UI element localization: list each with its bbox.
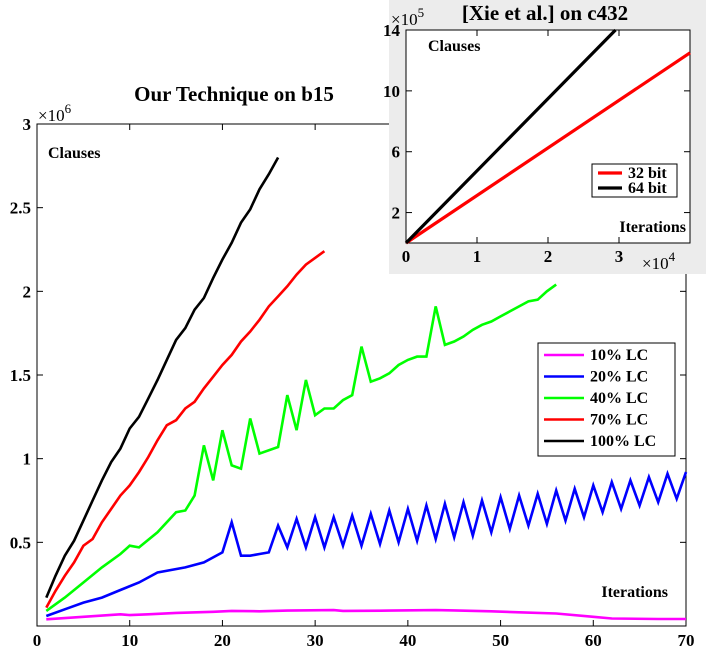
main-y-multiplier: ×106 <box>38 101 72 125</box>
main-x-tick-label: 70 <box>678 631 695 648</box>
main-legend: 10% LC 20% LC 40% LC 70% LC 100% LC <box>537 342 676 457</box>
inset-y-multiplier-exp: 5 <box>418 5 425 20</box>
main-x-axis-label: Iterations <box>601 584 668 601</box>
main-x-tick-label: 10 <box>121 631 138 648</box>
main-legend-label-3: 70% LC <box>590 412 648 429</box>
main-chart-title: Our Technique on b15 <box>134 82 334 106</box>
main-legend-box <box>537 342 676 457</box>
inset-x-axis-label: Iterations <box>619 219 686 236</box>
main-x-tick-label: 40 <box>399 631 416 648</box>
inset-plot-frame <box>405 29 691 244</box>
inset-axis-ticks: 0 1 2 3 2 6 10 14 <box>383 21 690 266</box>
main-legend-label-1: 20% LC <box>590 369 648 386</box>
main-y-tick-label: 1.5 <box>10 366 31 385</box>
main-axis-ticks: 0 10 20 30 40 50 60 700.511.522.53 <box>10 115 695 648</box>
main-chart: Our Technique on b15 ×106 Clauses Iterat… <box>10 82 695 648</box>
main-y-tick-label: 2.5 <box>10 199 31 218</box>
inset-x-tick-label: 3 <box>615 247 624 266</box>
main-x-tick-label: 0 <box>33 631 42 648</box>
inset-legend-label-0: 32 bit <box>628 165 667 182</box>
main-legend-label-4: 100% LC <box>590 433 656 450</box>
main-series-line-2 <box>45 283 557 612</box>
inset-x-tick-label: 1 <box>473 247 482 266</box>
main-y-axis-label: Clauses <box>48 145 100 162</box>
main-y-tick-label: 3 <box>23 115 32 134</box>
inset-y-multiplier: ×105 <box>391 5 424 29</box>
main-y-multiplier-base: ×10 <box>38 106 65 125</box>
main-y-tick-label: 1 <box>23 450 32 469</box>
main-legend-label-2: 40% LC <box>590 390 648 407</box>
inset-y-tick-label: 2 <box>392 204 401 223</box>
main-series-line-4 <box>45 156 280 599</box>
inset-chart: [Xie et al.] on c432 ×105 ×104 Clauses I… <box>383 0 706 274</box>
inset-legend-label-1: 64 bit <box>628 180 667 197</box>
inset-chart-title: [Xie et al.] on c432 <box>462 1 628 25</box>
main-legend-label-0: 10% LC <box>590 347 648 364</box>
inset-series-line-0 <box>405 51 691 245</box>
main-x-tick-label: 20 <box>214 631 231 648</box>
main-series-line-1 <box>45 469 688 618</box>
inset-y-multiplier-base: ×10 <box>391 10 418 29</box>
inset-x-tick-label: 0 <box>402 247 411 266</box>
main-x-tick-label: 60 <box>585 631 602 648</box>
inset-y-axis-label: Clauses <box>428 38 480 55</box>
main-series-line-0 <box>46 608 686 621</box>
main-series-line-3 <box>45 250 326 609</box>
main-y-multiplier-exp: 6 <box>65 101 72 116</box>
inset-x-multiplier-exp: 4 <box>669 249 676 264</box>
main-y-tick-label: 2 <box>23 282 32 301</box>
inset-y-tick-label: 14 <box>383 21 401 40</box>
main-y-tick-label: 0.5 <box>10 533 31 552</box>
inset-legend-box <box>591 163 678 198</box>
inset-x-multiplier-base: ×10 <box>642 254 669 273</box>
main-x-tick-label: 50 <box>492 631 509 648</box>
main-series-group <box>45 156 688 621</box>
inset-x-tick-label: 2 <box>544 247 553 266</box>
inset-x-multiplier: ×104 <box>642 249 676 273</box>
main-x-tick-label: 30 <box>307 631 324 648</box>
inset-series-line-1 <box>404 28 617 245</box>
inset-y-tick-label: 6 <box>392 143 401 162</box>
inset-series-group <box>404 28 691 245</box>
inset-y-tick-label: 10 <box>383 82 400 101</box>
